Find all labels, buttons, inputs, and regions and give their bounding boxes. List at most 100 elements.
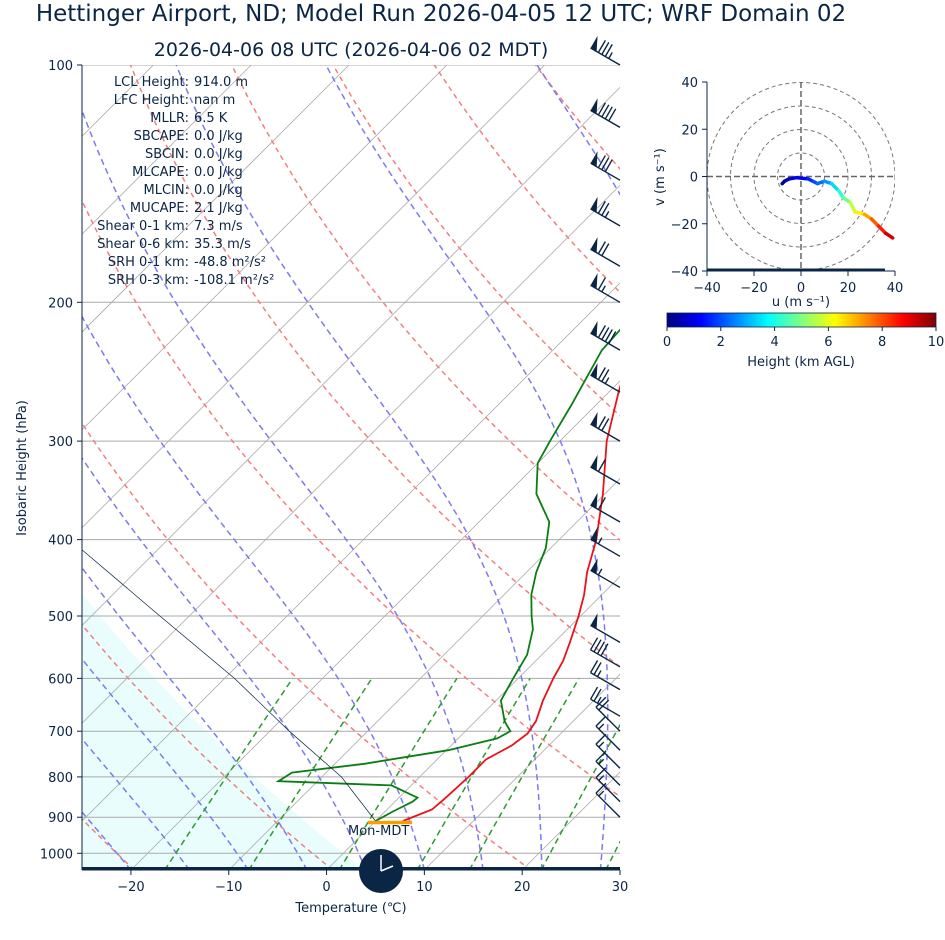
stat-value: 0.0 J/kg bbox=[194, 165, 243, 180]
hodo-x-tick-label: −40 bbox=[693, 281, 720, 296]
y-axis-label: Isobaric Height (hPa) bbox=[15, 400, 30, 536]
stat-value: 0.0 J/kg bbox=[194, 129, 243, 144]
stat-value: 7.3 m/s bbox=[194, 219, 243, 234]
wind-barb bbox=[591, 237, 620, 266]
clock-icon bbox=[359, 849, 403, 893]
hodo-y-tick-label: 0 bbox=[690, 171, 698, 186]
colorbar-tick-label: 8 bbox=[878, 335, 886, 350]
y-tick-label: 400 bbox=[48, 534, 73, 549]
stat-value: -108.1 m²/s² bbox=[194, 273, 274, 288]
stat-label: Shear 0-1 km: bbox=[97, 219, 189, 234]
y-tick-label: 200 bbox=[48, 296, 73, 311]
isotherm-line bbox=[522, 65, 945, 870]
x-tick-label: 0 bbox=[322, 880, 330, 895]
stat-label: SBCAPE: bbox=[134, 129, 189, 144]
y-tick-label: 900 bbox=[48, 811, 73, 826]
y-tick-label: 600 bbox=[48, 672, 73, 687]
moist-adiabat bbox=[718, 65, 827, 870]
mixing-ratio-line bbox=[339, 678, 457, 870]
figure-title: Hettinger Airport, ND; Model Run 2026-04… bbox=[36, 1, 846, 27]
stat-label: LCL Height: bbox=[114, 75, 189, 90]
dry-adiabat bbox=[131, 65, 929, 870]
barb-half bbox=[597, 671, 601, 677]
mixing-ratio-line bbox=[690, 678, 785, 870]
barb-half bbox=[598, 569, 602, 575]
barb-half bbox=[599, 742, 604, 747]
wind-barb bbox=[591, 687, 620, 716]
barb-staff bbox=[591, 699, 620, 716]
dry-adiabat bbox=[333, 65, 945, 870]
hodo-y-tick-label: −40 bbox=[671, 265, 698, 280]
isotherm-line bbox=[424, 65, 945, 870]
wind-barb bbox=[591, 151, 620, 180]
barb-full bbox=[596, 734, 606, 744]
barb-full bbox=[596, 768, 606, 778]
stat-value: 914.0 m bbox=[194, 75, 248, 90]
barb-half bbox=[599, 775, 604, 780]
barb-full bbox=[596, 716, 606, 726]
stat-label: SBCIN: bbox=[145, 147, 189, 162]
isotherm-line bbox=[620, 65, 945, 870]
y-tick-label: 700 bbox=[48, 725, 73, 740]
mixing-ratio-line bbox=[606, 678, 707, 870]
hodo-x-tick-label: 40 bbox=[887, 281, 904, 296]
colorbar-tick-label: 4 bbox=[770, 335, 778, 350]
barb-half bbox=[599, 724, 604, 729]
colorbar-tick-label: 6 bbox=[824, 335, 832, 350]
mixing-ratio-line bbox=[469, 678, 579, 870]
y-tick-label: 100 bbox=[48, 59, 73, 74]
barb-staff bbox=[591, 673, 620, 690]
y-tick-label: 800 bbox=[48, 771, 73, 786]
x-tick-label: 20 bbox=[514, 880, 531, 895]
colorbar-tick-label: 2 bbox=[717, 335, 725, 350]
x-tick-label: −20 bbox=[117, 880, 144, 895]
stat-label: MLCAPE: bbox=[132, 165, 189, 180]
hodo-y-tick-label: 20 bbox=[681, 123, 698, 138]
height-colorbar: 0 2 4 6 8 10 Height (km AGL) bbox=[663, 313, 944, 370]
wind-barb bbox=[591, 412, 620, 441]
x-tick-label: 30 bbox=[612, 880, 629, 895]
wind-barb bbox=[591, 527, 620, 556]
mixing-ratio-line bbox=[417, 678, 530, 870]
barb-half bbox=[605, 378, 609, 384]
figure-subtitle: 2026-04-06 08 UTC (2026-04-06 02 MDT) bbox=[154, 39, 549, 61]
moist-adiabat bbox=[537, 65, 699, 870]
x-axis-label: Temperature (℃) bbox=[294, 901, 406, 916]
mixing-ratio-line bbox=[653, 678, 751, 870]
wind-barb bbox=[591, 363, 620, 392]
stat-value: -48.8 m²/s² bbox=[194, 255, 266, 270]
x-tick-label: −10 bbox=[215, 880, 242, 895]
moist-adiabat bbox=[326, 65, 608, 870]
dry-adiabat bbox=[434, 65, 945, 870]
stat-label: LFC Height: bbox=[114, 93, 189, 108]
wind-barb bbox=[591, 638, 620, 667]
y-tick-label: 300 bbox=[48, 435, 73, 450]
colorbar-gradient bbox=[667, 313, 936, 327]
colorbar-tick-label: 10 bbox=[928, 335, 945, 350]
hodo-segment bbox=[796, 178, 808, 179]
wind-barb bbox=[591, 493, 620, 522]
barb-half bbox=[599, 791, 604, 796]
x-tick-label: 10 bbox=[416, 880, 433, 895]
hodo-y-tick-label: 40 bbox=[681, 76, 698, 91]
colorbar-label: Height (km AGL) bbox=[747, 355, 855, 370]
stat-label: SRH 0-3 km: bbox=[108, 273, 189, 288]
wind-barb bbox=[591, 36, 620, 65]
colorbar-tick-label: 0 bbox=[663, 335, 671, 350]
wind-barb bbox=[591, 197, 620, 226]
barb-half bbox=[602, 286, 606, 292]
stat-label: MLLR: bbox=[150, 111, 189, 126]
hodo-y-label: v (m s⁻¹) bbox=[653, 148, 668, 206]
wind-barb bbox=[591, 558, 620, 587]
stat-label: MUCAPE: bbox=[130, 201, 189, 216]
stat-value: 6.5 K bbox=[194, 111, 228, 126]
barb-half bbox=[609, 52, 613, 58]
stat-label: Shear 0-6 km: bbox=[97, 237, 189, 252]
stat-label: SRH 0-1 km: bbox=[108, 255, 189, 270]
stat-value: 0.0 J/kg bbox=[194, 147, 243, 162]
stat-value: 0.0 J/kg bbox=[194, 183, 243, 198]
isotherm-line bbox=[229, 65, 945, 870]
barb-half bbox=[605, 211, 609, 217]
